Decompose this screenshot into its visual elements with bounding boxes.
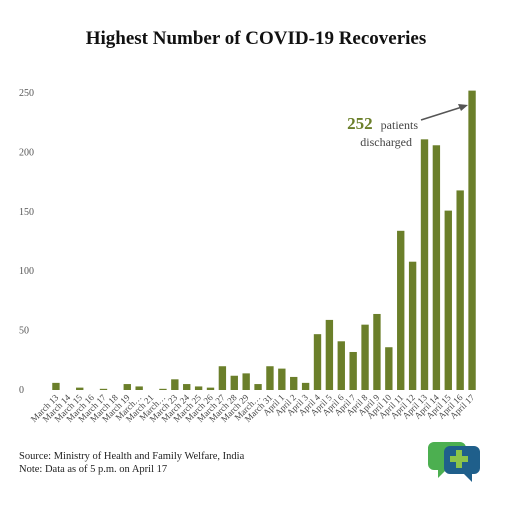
- bar: [76, 387, 84, 390]
- bar: [420, 139, 429, 390]
- bar: [456, 190, 464, 390]
- speech-bubble-plus-logo: [428, 442, 480, 482]
- data-note: Note: Data as of 5 p.m. on April 17: [19, 464, 168, 475]
- annotation-label: 252 patients: [347, 114, 418, 133]
- bar: [99, 388, 108, 390]
- y-axis-ticks: 0 50 100 150 200 250: [19, 88, 34, 396]
- annotation-line2: discharged: [360, 135, 412, 149]
- bar: [337, 341, 345, 390]
- bar: [313, 334, 322, 390]
- bar: [206, 387, 215, 390]
- bar: [194, 386, 203, 390]
- bar: [278, 368, 286, 390]
- bar: [266, 366, 274, 390]
- bar: [242, 373, 250, 390]
- bar: [468, 90, 476, 391]
- annotation-line1: patients: [381, 118, 419, 132]
- bar: [432, 145, 441, 390]
- bar: [373, 313, 381, 390]
- annotation-arrowhead: [458, 104, 468, 111]
- source-note: Source: Ministry of Health and Family We…: [19, 451, 245, 462]
- y-tick-label: 100: [19, 266, 34, 277]
- bar: [361, 324, 369, 390]
- bar: [218, 366, 227, 390]
- bar: [385, 347, 393, 390]
- y-tick-label: 200: [19, 147, 34, 158]
- bar: [290, 376, 298, 390]
- bar: [325, 319, 334, 390]
- annotation-arrow: [420, 106, 463, 121]
- footer: Source: Ministry of Health and Family We…: [19, 450, 244, 476]
- bar: [444, 210, 452, 390]
- bar: [397, 230, 405, 390]
- annotation: 252 patients discharged: [347, 104, 468, 149]
- y-tick-label: 250: [19, 88, 34, 99]
- bar: [171, 379, 179, 390]
- bar: [183, 384, 191, 390]
- bar: [52, 382, 60, 390]
- bar: [230, 375, 238, 390]
- bar: [301, 382, 310, 390]
- bar: [159, 388, 167, 390]
- bar: [349, 351, 357, 390]
- bar: [408, 261, 417, 390]
- bar: [123, 384, 131, 390]
- y-tick-label: 150: [19, 207, 34, 218]
- bar: [254, 384, 262, 390]
- chart-title: Highest Number of COVID-19 Recoveries: [85, 28, 427, 49]
- bars-group: [52, 90, 476, 391]
- annotation-value: 252: [347, 114, 373, 133]
- y-tick-label: 50: [19, 326, 29, 337]
- bar: [135, 386, 143, 390]
- y-tick-label: 0: [19, 385, 24, 396]
